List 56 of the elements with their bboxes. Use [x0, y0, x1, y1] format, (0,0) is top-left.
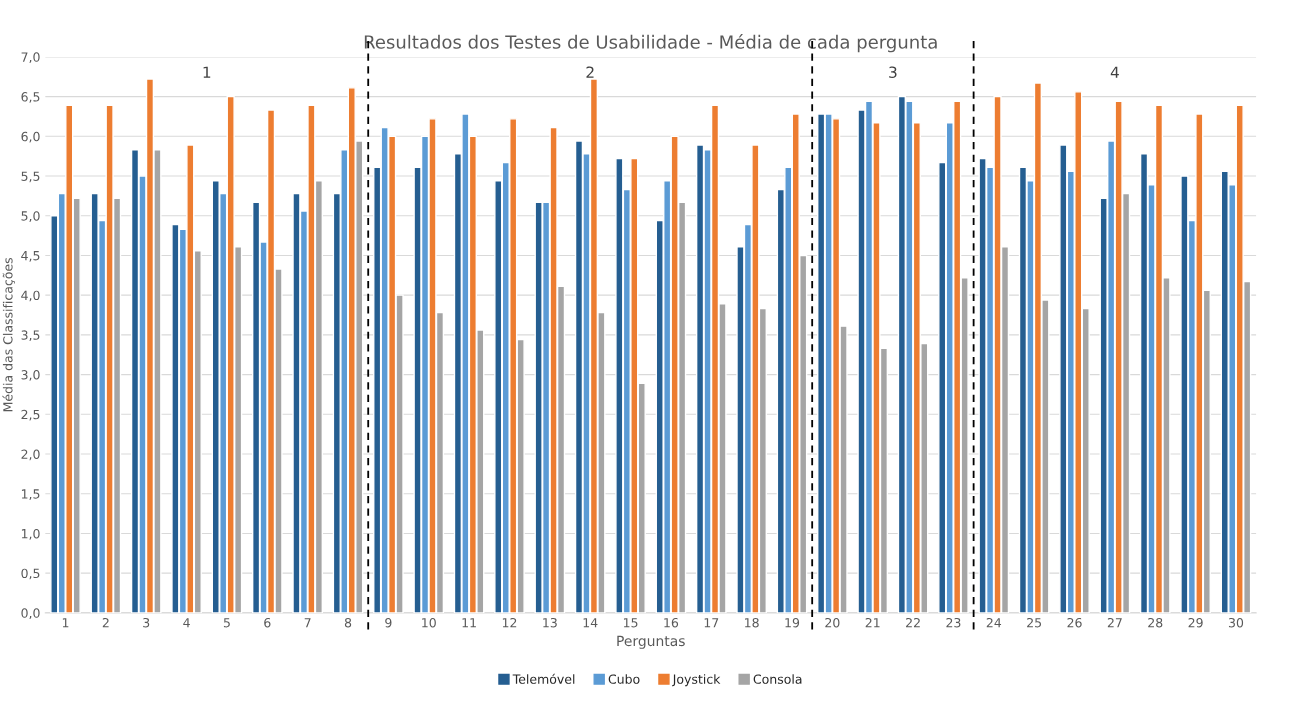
y-tick-label: 4,0 [21, 290, 40, 302]
x-tick-label: 25 [1027, 617, 1042, 628]
y-tick-label: 1,0 [21, 528, 40, 540]
x-tick-label: 18 [745, 617, 759, 628]
x-tick-label: 9 [385, 617, 392, 628]
x-tick-label: 22 [906, 617, 920, 628]
y-tick-label: 7,0 [21, 52, 40, 64]
y-tick-label: 6,0 [21, 131, 40, 143]
y-tick-label: 0,5 [21, 568, 40, 580]
annotation: 3 [889, 66, 897, 78]
annotation: 2 [586, 66, 594, 78]
y-tick-label: 5,0 [21, 211, 40, 222]
x-tick-label: 15 [623, 618, 638, 628]
y-tick-label: 4,5 [21, 251, 40, 262]
x-tick-label: 10 [422, 617, 436, 628]
x-tick-label: 14 [583, 618, 598, 628]
x-tick-label: 24 [986, 617, 1002, 628]
x-tick-label: 3 [143, 617, 150, 628]
x-axis-title: Perguntas [617, 635, 685, 649]
annotation: 1 [203, 66, 211, 78]
legend-label: Consola [753, 674, 802, 684]
legend-label: Cubo [608, 674, 640, 684]
x-tick-label: 12 [502, 617, 517, 628]
y-tick-label: 2,5 [21, 409, 40, 421]
chart-title: Resultados dos Testes de Usabilidade - Média de cada pergunta [364, 34, 937, 53]
y-tick-label: 2,0 [21, 449, 40, 461]
x-tick-label: 2 [102, 617, 109, 628]
y-tick-label: 0,0 [21, 608, 40, 620]
x-tick-label: 19 [785, 617, 800, 628]
x-tick-label: 20 [825, 617, 840, 628]
x-tick-label: 7 [304, 618, 311, 628]
legend-label: Telemóvel [512, 673, 575, 684]
y-tick-label: 6,5 [21, 92, 40, 103]
x-tick-label: 5 [223, 618, 230, 628]
x-tick-label: 26 [1067, 617, 1082, 628]
x-tick-label: 8 [344, 617, 352, 628]
annotation: 4 [1110, 66, 1119, 78]
x-tick-label: 16 [664, 617, 679, 628]
x-tick-label: 29 [1188, 617, 1203, 628]
y-tick-label: 3,0 [21, 370, 40, 381]
legend-label: Joystick [672, 674, 721, 687]
x-tick-label: 6 [264, 617, 271, 628]
y-axis-title: Média das Classificações [2, 257, 15, 412]
x-tick-label: 11 [462, 618, 476, 628]
x-tick-label: 13 [543, 617, 557, 628]
y-tick-label: 5,5 [21, 171, 40, 183]
x-tick-label: 30 [1228, 617, 1244, 628]
x-tick-label: 28 [1148, 617, 1163, 628]
x-tick-label: 21 [865, 617, 880, 628]
x-tick-label: 1 [62, 618, 69, 628]
x-tick-label: 23 [946, 617, 961, 628]
x-tick-label: 27 [1107, 617, 1122, 628]
x-tick-label: 17 [704, 618, 719, 628]
y-tick-label: 3,5 [21, 330, 40, 342]
x-tick-label: 4 [183, 618, 190, 628]
y-tick-label: 1,5 [21, 489, 40, 500]
